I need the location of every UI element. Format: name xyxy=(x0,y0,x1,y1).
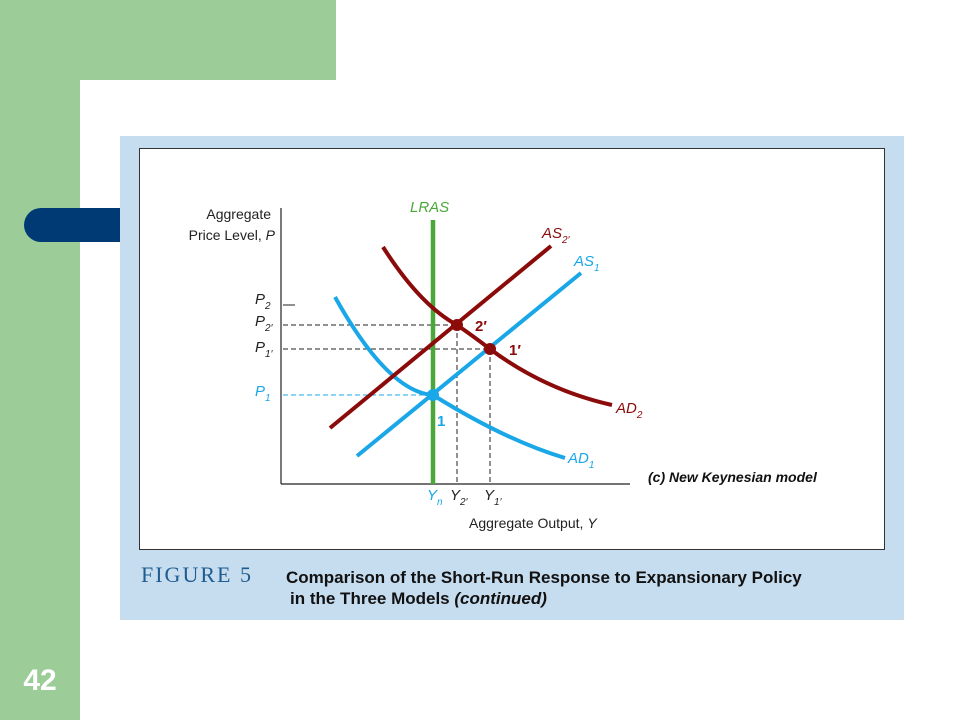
y-tick-p1: P1 xyxy=(255,383,271,404)
x-tick-y1prime: Y1′ xyxy=(484,487,503,508)
y-tick-p2: P2 xyxy=(255,291,271,312)
point-2prime-label: 2′ xyxy=(475,318,487,335)
point-1prime-label: 1′ xyxy=(509,342,521,359)
point-2prime-marker xyxy=(451,319,463,331)
ad1-label: AD1 xyxy=(567,450,594,471)
figure-title-line2-main: in the Three Models xyxy=(290,589,450,608)
page-number: 42 xyxy=(23,664,57,697)
as2prime-label: AS2′ xyxy=(541,225,571,246)
as2prime-curve xyxy=(328,244,553,430)
point-1prime-marker xyxy=(484,343,496,355)
panel-label: (c) New Keynesian model xyxy=(648,469,818,485)
navy-tab-decoration xyxy=(24,208,120,242)
ad2-curve xyxy=(381,245,613,407)
x-tick-yn: Yn xyxy=(427,487,443,508)
green-top-band xyxy=(0,0,336,80)
y-axis-label-line1: Aggregate xyxy=(206,206,271,222)
figure-title: Comparison of the Short-Run Response to … xyxy=(286,567,802,609)
y-tick-p1prime: P1′ xyxy=(255,339,274,360)
ad2-label: AD2 xyxy=(615,400,643,421)
x-axis-label: Aggregate Output, Y xyxy=(469,515,598,531)
figure-title-line2: in the Three Models (continued) xyxy=(286,588,802,609)
x-tick-y2prime: Y2′ xyxy=(450,487,469,508)
point-1-label: 1 xyxy=(437,413,445,430)
figure-number-label: FIGURE 5 xyxy=(141,562,253,587)
point-1-marker xyxy=(427,389,439,401)
y-axis-label-line2: Price Level, P xyxy=(189,227,276,243)
figure-title-line1: Comparison of the Short-Run Response to … xyxy=(286,568,802,587)
as1-label: AS1 xyxy=(573,253,600,274)
y-tick-p2prime: P2′ xyxy=(255,313,274,334)
as1-curve xyxy=(355,271,583,458)
green-left-band xyxy=(0,0,80,720)
diagram-frame xyxy=(139,148,885,550)
figure-title-line2-italic: (continued) xyxy=(454,589,547,608)
lras-label: LRAS xyxy=(410,199,449,216)
